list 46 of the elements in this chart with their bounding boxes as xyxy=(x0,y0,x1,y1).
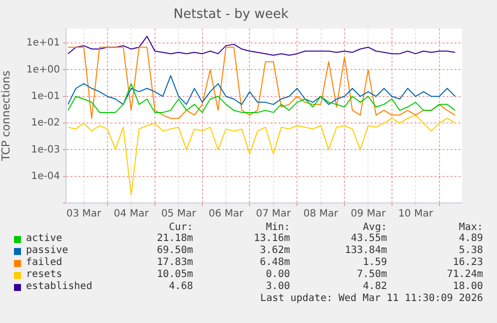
x-tick-label: 09 Mar xyxy=(350,208,386,220)
x-tick-label: 06 Mar xyxy=(208,208,244,220)
text: 5.38 xyxy=(458,245,483,257)
text: 4.89 xyxy=(458,233,483,245)
text: 13.16m xyxy=(254,233,290,245)
y-tick-label: 1e-03 xyxy=(31,144,60,156)
legend-label: passive xyxy=(26,245,68,257)
legend-label: active xyxy=(26,233,62,245)
text: 21.18m xyxy=(156,233,193,245)
y-tick-label: 1e-02 xyxy=(31,118,60,129)
x-tick-label: 05 Mar xyxy=(161,208,197,220)
text: Last update: Wed Mar 11 11:30:09 2026 xyxy=(260,293,483,305)
y-tick-label: 1e+00 xyxy=(26,64,60,76)
text: 10.05m xyxy=(156,269,193,281)
y-tick-label: 1e-04 xyxy=(31,170,60,182)
text: Min: xyxy=(266,222,290,234)
legend-label: resets xyxy=(26,269,62,281)
text: 3.00 xyxy=(266,281,290,293)
text: 133.84m xyxy=(344,245,387,257)
text: 3.62m xyxy=(260,245,290,257)
chart-title: Netstat - by week xyxy=(174,7,289,22)
text: 71.24m xyxy=(446,269,483,281)
text: 0.00 xyxy=(266,269,290,281)
x-tick-label: 07 Mar xyxy=(256,208,292,220)
text: Cur: xyxy=(168,222,193,234)
y-tick-label: 1e+01 xyxy=(26,38,60,49)
text: 43.55m xyxy=(350,233,387,245)
y-axis-title: TCP connections xyxy=(0,70,12,162)
text: 16.23 xyxy=(452,257,483,269)
text: 1.59 xyxy=(362,257,387,269)
text: 18.00 xyxy=(452,281,483,293)
x-tick-label: 08 Mar xyxy=(303,208,340,220)
text: 4.68 xyxy=(168,281,193,293)
legend-label: established xyxy=(26,281,92,293)
text: 4.82 xyxy=(362,281,387,293)
x-tick-label: 04 Mar xyxy=(114,208,150,220)
text: Max: xyxy=(458,222,483,234)
text: 7.50m xyxy=(356,269,387,281)
x-tick-label: 03 Mar xyxy=(66,208,102,220)
text: 6.48m xyxy=(260,257,290,269)
text: Avg: xyxy=(362,222,387,234)
legend-label: failed xyxy=(26,257,62,269)
text: 17.83m xyxy=(156,257,193,269)
y-tick-label: 1e-01 xyxy=(31,90,60,102)
text: 69.50m xyxy=(156,245,193,257)
x-tick-label: 10 Mar xyxy=(398,208,434,220)
